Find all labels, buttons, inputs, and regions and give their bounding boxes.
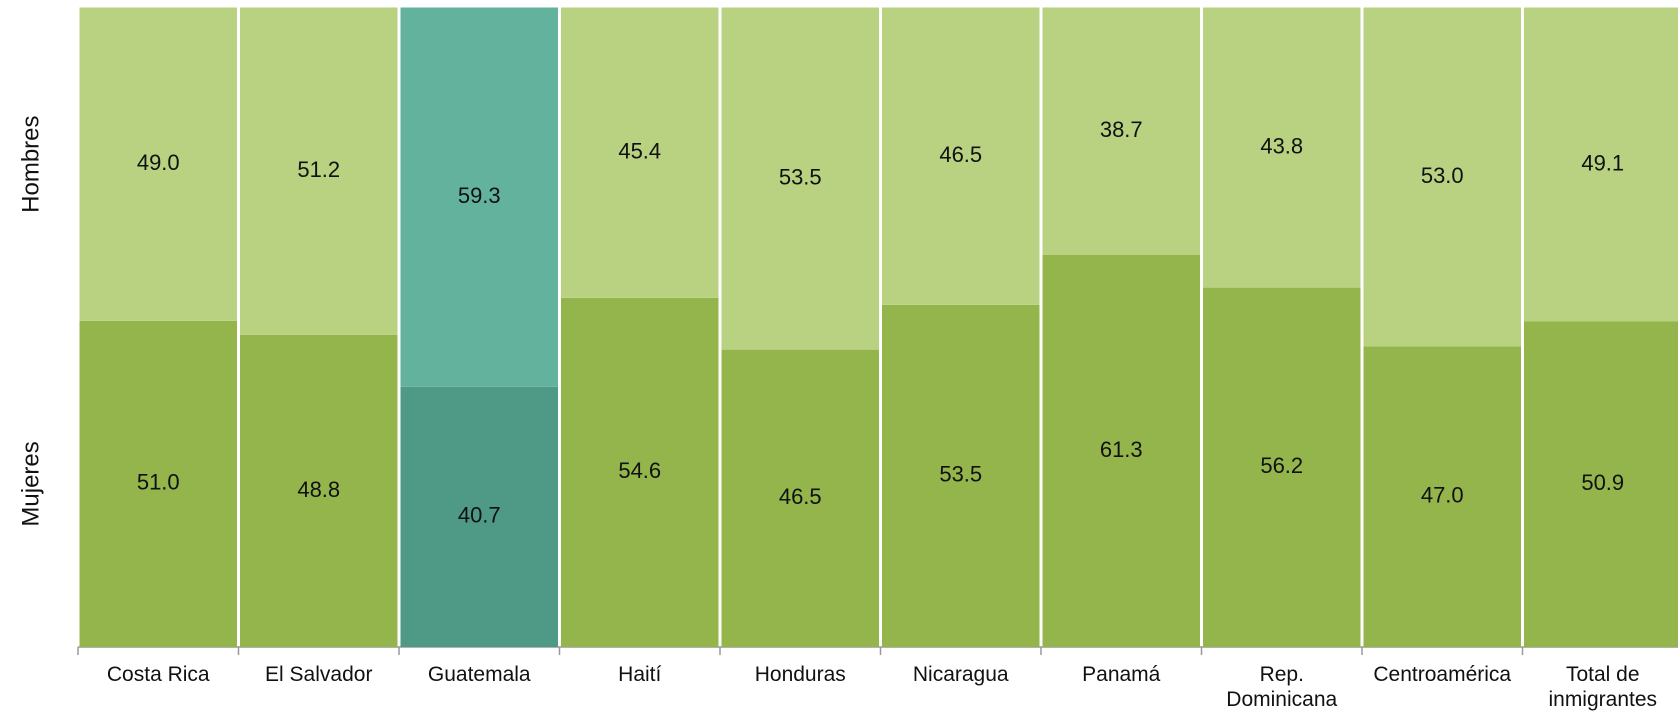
value-label: 47.0: [1421, 483, 1464, 508]
value-label: 46.5: [939, 142, 982, 167]
bar-segment: [240, 7, 398, 335]
value-label: 49.0: [137, 150, 180, 175]
bar-segment: [400, 7, 558, 387]
bar-segment: [1203, 287, 1361, 647]
value-label: 43.8: [1260, 133, 1303, 158]
bar-segment: [1524, 321, 1678, 647]
bar-segment: [1042, 254, 1200, 647]
x-tick-label: Rep. Dominicana: [1226, 663, 1338, 711]
value-label: 53.0: [1421, 163, 1464, 188]
bar-segment: [240, 334, 398, 647]
bar-segment: [1042, 7, 1200, 255]
value-label: 51.0: [137, 470, 180, 495]
bar-segment: [1363, 7, 1521, 347]
x-tick-label: Honduras: [754, 663, 846, 686]
bar-segment: [721, 349, 879, 647]
value-label: 53.5: [939, 462, 982, 487]
value-label: 53.5: [779, 164, 822, 189]
bar-segment: [882, 7, 1040, 305]
bar-segment: [721, 7, 879, 350]
value-label: 40.7: [458, 503, 501, 528]
series-label: Hombres: [17, 115, 44, 212]
value-label: 38.7: [1100, 117, 1143, 142]
bar-segment: [400, 386, 558, 647]
value-label: 48.8: [297, 477, 340, 502]
value-label: 46.5: [779, 484, 822, 509]
bar-segment: [79, 7, 237, 321]
x-tick-label: Costa Rica: [106, 663, 210, 686]
bar-segment: [882, 304, 1040, 647]
x-tick-label: Total de inmigrantes: [1548, 663, 1658, 711]
bar-segment: [1524, 7, 1678, 322]
value-label: 54.6: [618, 458, 661, 483]
value-label: 61.3: [1100, 437, 1143, 462]
x-tick-label: Haití: [618, 663, 662, 686]
x-tick-label: Guatemala: [427, 663, 531, 686]
bar-segment: [561, 7, 719, 298]
bar-segment: [79, 320, 237, 647]
value-label: 49.1: [1581, 150, 1624, 175]
value-label: 50.9: [1581, 470, 1624, 495]
x-tick-label: Panamá: [1082, 663, 1161, 686]
bar-segment: [1363, 346, 1521, 647]
value-label: 51.2: [297, 157, 340, 182]
value-label: 59.3: [458, 183, 501, 208]
x-tick-label: El Salvador: [265, 663, 373, 686]
x-tick-label: Centroamérica: [1373, 663, 1512, 686]
bar-segment: [1203, 7, 1361, 288]
x-tick-label: Nicaragua: [912, 663, 1009, 686]
value-label: 45.4: [618, 138, 661, 163]
value-label: 56.2: [1260, 453, 1303, 478]
series-label: Mujeres: [17, 441, 44, 526]
bar-segment: [561, 297, 719, 647]
